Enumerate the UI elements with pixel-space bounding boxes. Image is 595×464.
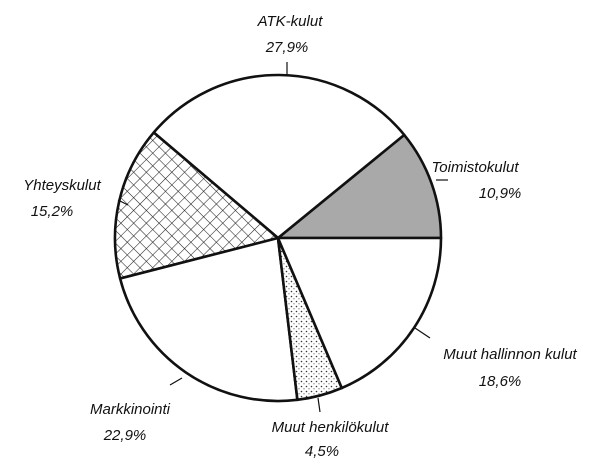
slice-label: ATK-kulut xyxy=(257,13,324,30)
value-label: 27,9% xyxy=(265,39,309,56)
leader-line xyxy=(169,377,183,386)
slice-label: Toimistokulut xyxy=(432,159,520,176)
leader-line xyxy=(117,199,129,206)
value-label: 4,5% xyxy=(305,443,339,460)
slice-label: Muut henkilökulut xyxy=(272,419,390,436)
value-label: 22,9% xyxy=(103,427,147,444)
pie-slice xyxy=(118,236,299,403)
pie-slice xyxy=(276,133,443,240)
slice-label: Yhteyskulut xyxy=(23,177,101,194)
value-label: 18,6% xyxy=(479,373,522,390)
slice-label: Muut hallinnon kulut xyxy=(443,346,577,363)
pie-slice xyxy=(152,73,406,240)
value-label: 10,9% xyxy=(479,185,522,202)
leader-line xyxy=(414,327,431,339)
pie-slice xyxy=(113,131,280,280)
pie-slice xyxy=(276,236,443,390)
leader-line xyxy=(317,397,321,413)
pie xyxy=(113,73,443,403)
slice-label: Markkinointi xyxy=(90,401,171,418)
value-label: 15,2% xyxy=(31,203,74,220)
